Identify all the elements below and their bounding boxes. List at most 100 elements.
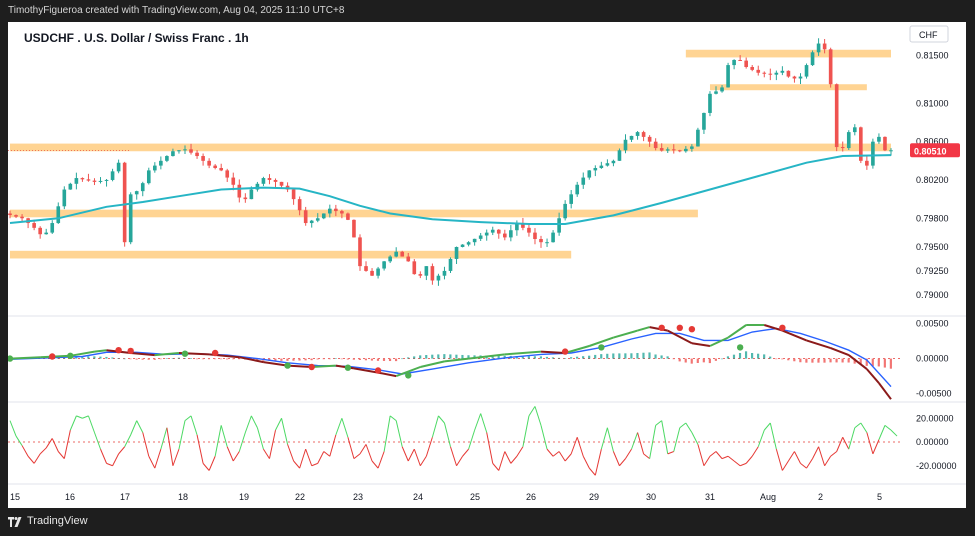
- macd-line-segment: [637, 326, 650, 332]
- macd-line-segment: [94, 349, 107, 353]
- candle-body: [122, 162, 127, 243]
- oscillator-line-segment: [866, 432, 874, 455]
- oscillator-line-segment: [305, 448, 313, 466]
- macd-histogram-bar: [286, 358, 289, 361]
- oscillator-line-segment: [371, 460, 379, 469]
- oscillator-line-segment: [63, 430, 71, 459]
- oscillator-line-segment: [347, 437, 355, 459]
- oscillator-line-segment: [836, 437, 844, 452]
- chart-panel[interactable]: USDCHF . U.S. Dollar / Swiss Franc . 1h C…: [8, 22, 966, 508]
- macd-cross-dot: [561, 348, 569, 355]
- moving-average-line: [9, 154, 892, 225]
- oscillator-line-segment: [582, 456, 590, 469]
- candle-body: [243, 197, 248, 200]
- candle-body: [792, 76, 797, 79]
- oscillator-line-segment: [679, 422, 687, 429]
- macd-histogram-bar: [201, 358, 205, 360]
- oscillator-line-segment: [637, 432, 645, 455]
- candle-body: [871, 141, 875, 166]
- macd-histogram-bar: [702, 358, 705, 363]
- oscillator-line-segment: [208, 456, 216, 471]
- macd-histogram-bar: [322, 358, 325, 360]
- candle-body: [219, 168, 224, 171]
- time-tick-label: 24: [413, 492, 423, 502]
- macd-histogram-bar: [207, 358, 211, 360]
- candle-body: [804, 65, 809, 77]
- candle-body: [382, 261, 386, 269]
- macd-histogram-bar: [539, 356, 542, 359]
- resistance-zone: [10, 250, 572, 259]
- candle-body: [490, 229, 495, 233]
- price-tick-label: 0.81000: [916, 98, 949, 108]
- candle-body: [852, 127, 857, 133]
- oscillator-line-segment: [244, 415, 252, 433]
- oscillator-line-segment: [612, 451, 620, 466]
- price-tick-label: 0.79250: [916, 266, 949, 276]
- time-tick-label: 25: [470, 492, 480, 502]
- candle-body: [62, 189, 67, 207]
- oscillator-line-segment: [106, 462, 113, 467]
- candle-body: [502, 233, 507, 238]
- macd-histogram-bar: [582, 356, 585, 359]
- candle-body: [98, 180, 103, 182]
- candle-body: [653, 141, 658, 149]
- macd-histogram-bar: [606, 353, 609, 359]
- macd-histogram-bar: [346, 358, 349, 360]
- candle-body: [865, 160, 869, 166]
- oscillator-line-segment: [890, 429, 898, 437]
- tradingview-logo-icon[interactable]: [8, 516, 23, 528]
- macd-cross-dot: [49, 353, 56, 360]
- macd-cross-dot: [736, 344, 744, 351]
- candle-body: [816, 43, 821, 53]
- oscillator-line-segment: [769, 422, 777, 450]
- candle-body: [297, 199, 302, 211]
- macd-histogram-bar: [696, 358, 699, 363]
- macd-histogram-bar: [461, 354, 464, 359]
- candle-body: [762, 72, 767, 74]
- candle-body: [569, 194, 573, 204]
- macd-histogram-bar: [720, 358, 724, 360]
- candle-body: [328, 208, 332, 214]
- chart-svg[interactable]: USDCHF . U.S. Dollar / Swiss Franc . 1h C…: [8, 22, 966, 508]
- macd-histogram-bar: [690, 358, 693, 364]
- candle-body: [702, 112, 706, 130]
- tradingview-brand[interactable]: TradingView: [27, 515, 88, 527]
- oscillator-line-segment: [806, 458, 813, 469]
- oscillator-line-segment: [745, 455, 753, 464]
- candle-body: [593, 168, 598, 171]
- candle-body: [418, 274, 423, 276]
- macd-histogram-bar: [781, 358, 784, 360]
- candle-body: [261, 178, 266, 184]
- macd-histogram-bar: [195, 358, 199, 360]
- candle-body: [32, 223, 36, 228]
- candle-body: [671, 149, 676, 151]
- oscillator-line-segment: [166, 427, 174, 466]
- macd-histogram-bar: [413, 356, 416, 359]
- time-tick-label: 5: [877, 492, 882, 502]
- oscillator-line-segment: [293, 460, 301, 469]
- candle-body: [388, 256, 392, 262]
- macd-histogram-bar: [660, 355, 663, 359]
- macd-histogram-bar: [551, 357, 555, 359]
- time-tick-label: 30: [646, 492, 656, 502]
- macd-histogram-bar: [99, 356, 102, 359]
- macd-histogram-bar: [81, 356, 84, 359]
- oscillator-line-segment: [142, 432, 150, 457]
- candle-body: [104, 179, 109, 181]
- candle-body: [539, 239, 543, 243]
- candle-body: [690, 146, 694, 149]
- oscillator-line-segment: [389, 415, 397, 422]
- candle-body: [840, 147, 845, 149]
- macd-histogram-bar: [799, 358, 802, 363]
- oscillator-line-segment: [884, 424, 892, 431]
- candle-body: [80, 178, 85, 180]
- macd-line-segment: [564, 345, 590, 354]
- oscillator-line-segment: [787, 451, 795, 462]
- macd-histogram-bar: [491, 355, 494, 359]
- candle-body: [110, 171, 115, 180]
- macd-histogram-bar: [859, 358, 862, 365]
- macd-histogram-bar: [123, 358, 126, 360]
- candle-body: [159, 160, 163, 166]
- macd-histogram-bar: [310, 358, 313, 361]
- oscillator-line-segment: [287, 444, 295, 462]
